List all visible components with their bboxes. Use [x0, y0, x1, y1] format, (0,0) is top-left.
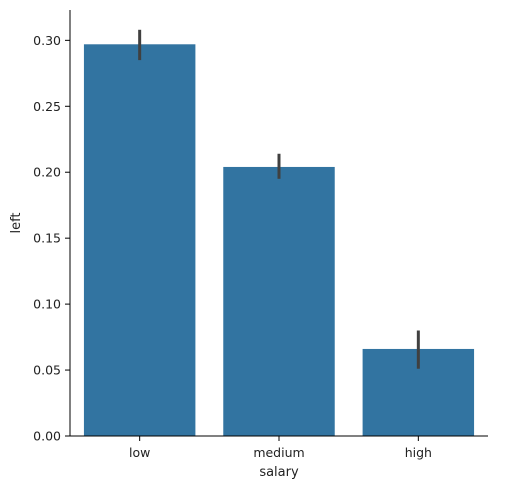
y-tick-label: 0.30	[33, 33, 61, 48]
y-tick-label: 0.25	[33, 99, 61, 114]
x-tick-label: medium	[253, 445, 304, 460]
x-axis-ticks: low medium high	[129, 436, 432, 460]
bar-medium	[223, 166, 335, 436]
y-axis-ticks: 0.00 0.05 0.10 0.15 0.20 0.25 0.30	[33, 33, 70, 444]
x-tick-label: low	[129, 445, 150, 460]
bars	[83, 44, 475, 437]
y-tick-label: 0.20	[33, 165, 61, 180]
y-tick-label: 0.05	[33, 363, 61, 378]
bar-low	[83, 44, 196, 437]
x-axis-label: salary	[259, 465, 299, 480]
error-bars	[138, 29, 420, 369]
y-axis-label: left	[9, 212, 24, 233]
y-tick-label: 0.15	[33, 231, 61, 246]
x-tick-label: high	[405, 445, 432, 460]
y-tick-label: 0.10	[33, 297, 61, 312]
y-tick-label: 0.00	[33, 429, 61, 444]
